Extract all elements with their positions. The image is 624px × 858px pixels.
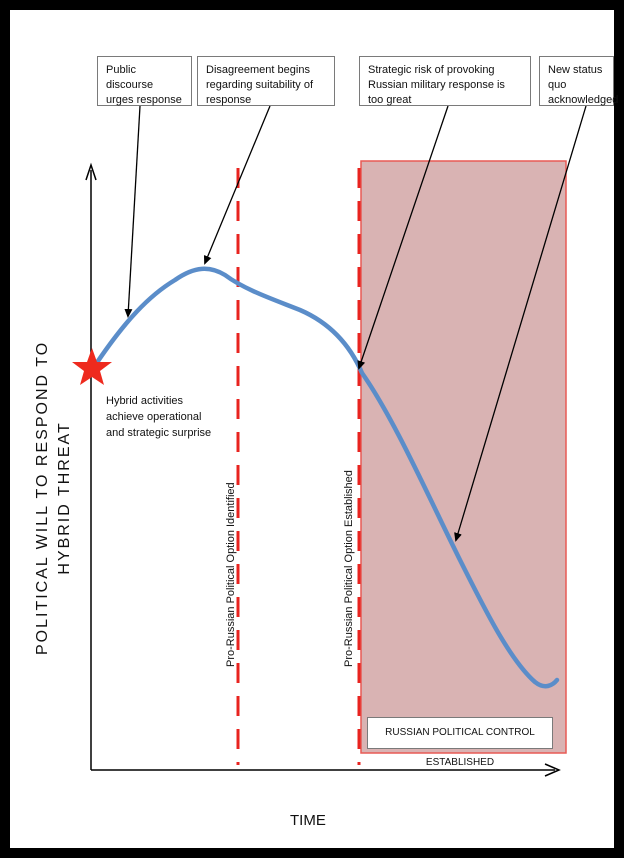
y-axis-arrowhead — [85, 162, 97, 181]
arrow-strategic-risk — [357, 105, 449, 370]
russian-control-label: RUSSIAN POLITICAL CONTROL ESTABLISHED — [367, 717, 553, 768]
arrow-disagreement — [203, 105, 271, 265]
label-option-established: Pro-Russian Political Option Established — [343, 470, 355, 667]
arrow-public-discourse — [124, 105, 141, 318]
y-axis-label-line1: POLITICAL WILL TO RESPOND TO — [34, 340, 51, 655]
arrow-new-status-quo — [454, 105, 587, 542]
callout-disagreement: Disagreement begins regarding suitabilit… — [197, 56, 335, 106]
start-note: Hybrid activities achieve operational an… — [106, 395, 212, 439]
political-will-curve — [89, 266, 560, 689]
y-axis-label: POLITICAL WILL TO RESPOND TO HYBRID THRE… — [32, 341, 76, 655]
callout-public-discourse: Public discourse urges response — [97, 56, 192, 106]
label-option-identified: Pro-Russian Political Option Identified — [225, 482, 237, 667]
control-region — [360, 160, 567, 754]
y-axis-label-line2: HYBRID THREAT — [56, 421, 73, 575]
start-star-icon — [72, 348, 112, 385]
x-axis-arrowhead — [544, 763, 561, 777]
x-axis-label: TIME — [290, 812, 326, 829]
callout-strategic-risk: Strategic risk of provoking Russian mili… — [359, 56, 531, 106]
callout-new-status-quo: New status quo acknowledged — [539, 56, 618, 106]
